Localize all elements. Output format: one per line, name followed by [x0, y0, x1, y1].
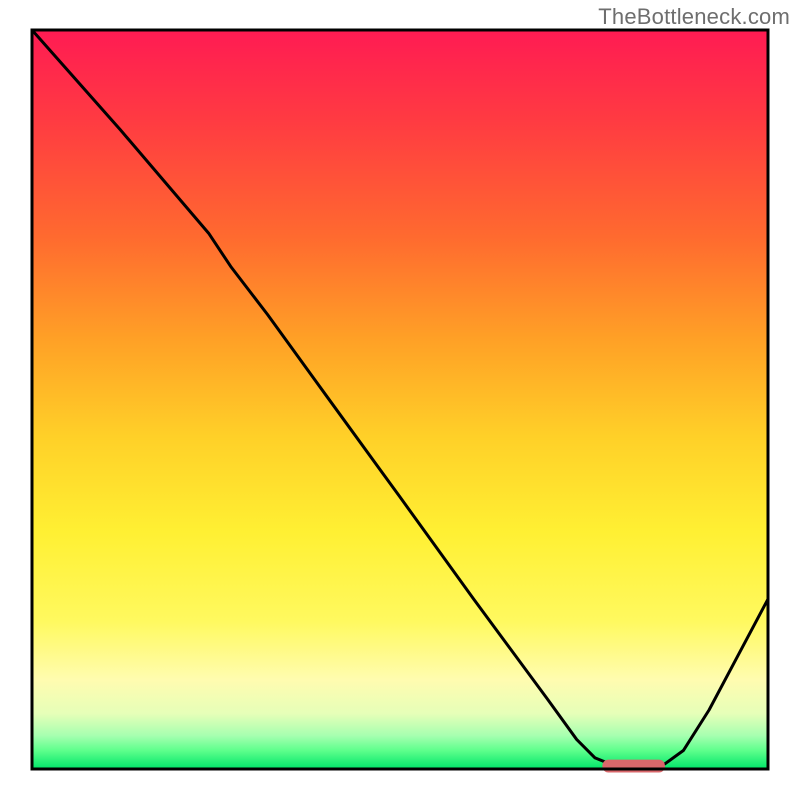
- bottleneck-chart: [0, 0, 800, 800]
- optimal-range-marker: [602, 760, 665, 773]
- chart-stage: TheBottleneck.com: [0, 0, 800, 800]
- gradient-background: [32, 30, 768, 769]
